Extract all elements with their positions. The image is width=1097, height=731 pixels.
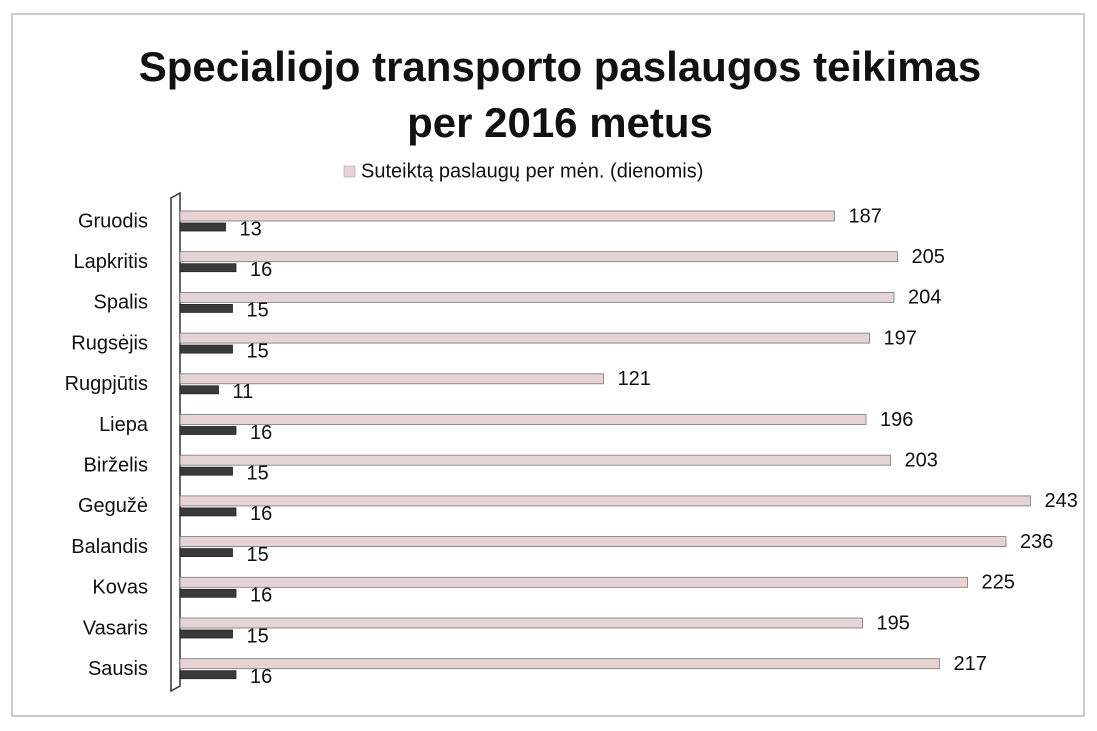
- chart-frame: [11, 13, 1085, 717]
- chart-title: per 2016 metus: [407, 99, 713, 146]
- bar: [179, 536, 1007, 547]
- bar: [179, 291, 895, 303]
- y-tick-label: Lapkritis: [74, 251, 148, 273]
- bar: [179, 617, 863, 629]
- bar: [179, 210, 835, 222]
- axis-wall: [170, 191, 181, 693]
- bar: [179, 222, 226, 232]
- data-label: 15: [247, 544, 269, 566]
- data-label: 217: [954, 653, 987, 675]
- data-label: 187: [849, 205, 882, 227]
- y-tick-label: Balandis: [71, 536, 148, 558]
- data-label: 15: [247, 340, 269, 362]
- bar: [179, 548, 233, 557]
- bar: [179, 373, 604, 385]
- y-tick-label: Gegužė: [78, 495, 148, 517]
- data-label: 195: [877, 612, 910, 634]
- data-label: 15: [247, 300, 269, 322]
- bar: [179, 507, 237, 517]
- bar: [179, 332, 870, 344]
- legend-label: Suteiktą paslaugų per mėn. (dienomis): [361, 160, 703, 182]
- bar: [179, 251, 898, 263]
- bar: [179, 629, 233, 639]
- y-tick-label: Rugsėjis: [71, 332, 148, 354]
- bar: [179, 576, 968, 588]
- bar: [179, 588, 237, 598]
- data-label: 205: [912, 246, 945, 268]
- data-label: 16: [250, 585, 272, 607]
- bar: [179, 454, 891, 466]
- data-label: 16: [250, 259, 272, 281]
- bar: [179, 263, 237, 273]
- y-tick-label: Gruodis: [78, 210, 148, 232]
- data-label: 204: [908, 287, 941, 309]
- chart-title: Specialiojo transporto paslaugos teikima…: [139, 43, 982, 90]
- bar: [179, 344, 233, 354]
- data-label: 15: [247, 462, 269, 484]
- data-label: 196: [880, 409, 913, 431]
- bar: [179, 414, 867, 425]
- legend-swatch: [343, 165, 356, 178]
- bar: [179, 385, 219, 395]
- data-label: 16: [250, 666, 272, 688]
- data-label: 121: [618, 368, 651, 390]
- y-tick-label: Rugpjūtis: [65, 373, 148, 395]
- y-tick-label: Sausis: [88, 658, 148, 680]
- data-label: 197: [884, 327, 917, 349]
- data-label: 11: [233, 381, 254, 403]
- data-label: 243: [1045, 490, 1078, 512]
- bar: [179, 658, 940, 670]
- data-label: 203: [905, 449, 938, 471]
- y-tick-label: Spalis: [94, 292, 148, 314]
- bar: [179, 466, 233, 476]
- data-label: 225: [982, 572, 1015, 594]
- data-label: 16: [250, 422, 272, 444]
- bar: [179, 670, 237, 680]
- bar: [179, 426, 237, 435]
- y-tick-label: Birželis: [84, 454, 148, 476]
- y-tick-label: Vasaris: [83, 617, 148, 639]
- y-tick-label: Liepa: [99, 414, 149, 436]
- y-tick-label: Kovas: [92, 577, 148, 599]
- data-label: 13: [240, 218, 262, 240]
- data-label: 15: [247, 625, 269, 647]
- bar: [179, 495, 1031, 507]
- bar: [179, 303, 233, 313]
- data-label: 16: [250, 503, 272, 525]
- data-label: 236: [1020, 531, 1053, 553]
